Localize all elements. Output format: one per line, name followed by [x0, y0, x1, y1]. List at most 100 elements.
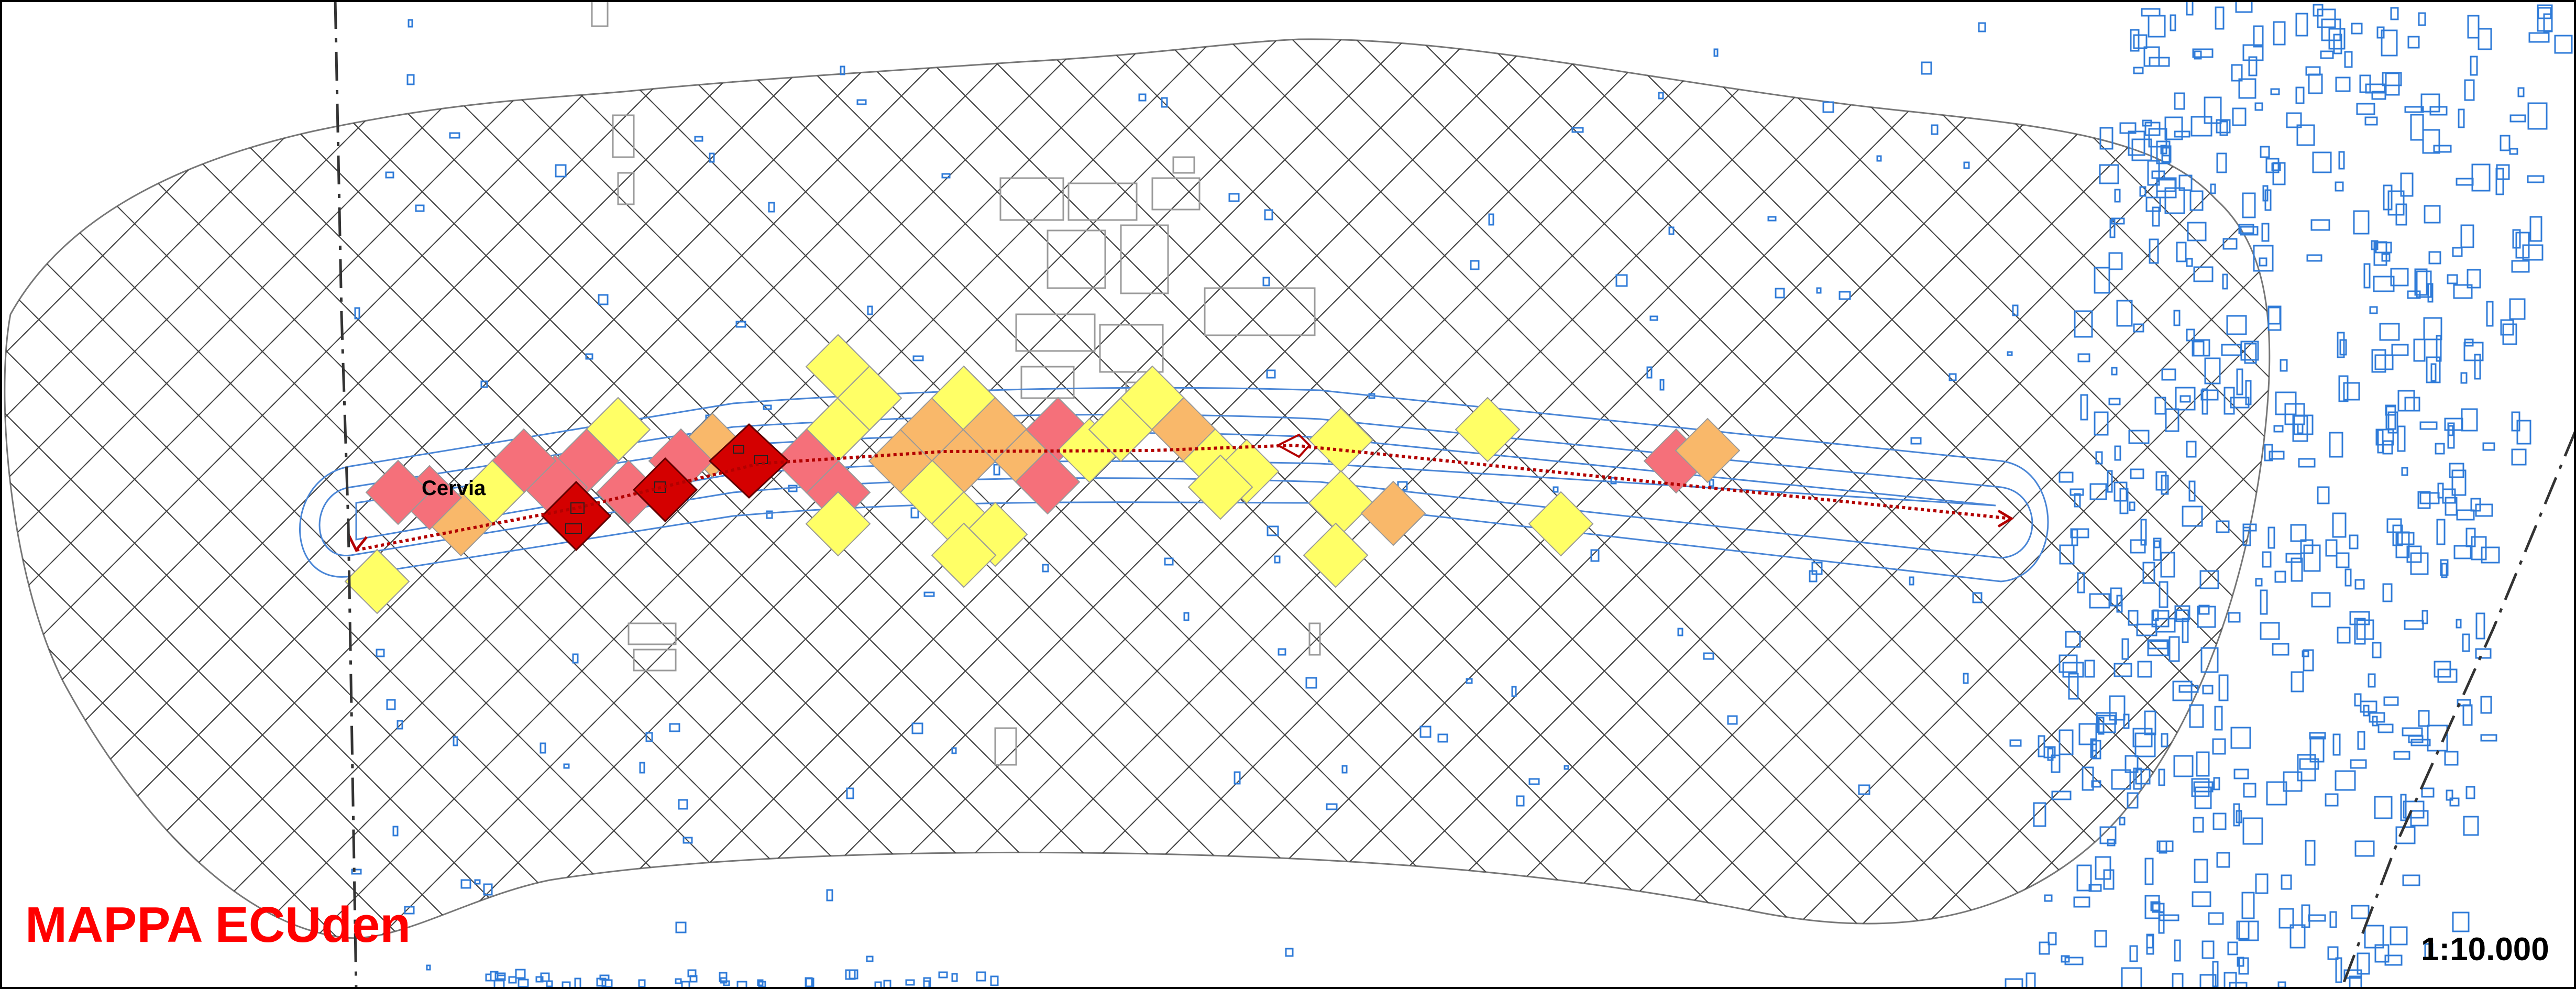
building: [1615, 274, 1628, 287]
building: [2317, 8, 2336, 28]
building: [2452, 247, 2463, 257]
building: [2236, 368, 2243, 395]
building: [2393, 751, 2410, 760]
building: [2231, 64, 2243, 82]
building: [2448, 425, 2454, 436]
building: [1822, 101, 1834, 113]
building: [1262, 277, 1270, 287]
building: [2359, 74, 2371, 93]
density-cell: [1308, 407, 1374, 473]
density-cell: [1455, 397, 1521, 463]
building: [2173, 310, 2181, 326]
building: [2110, 587, 2122, 607]
building: [2344, 568, 2352, 587]
building: [2470, 498, 2481, 512]
building: [2090, 738, 2097, 759]
building: [2299, 758, 2319, 770]
building: [2460, 372, 2468, 384]
building: [1161, 97, 1168, 108]
building: [2114, 445, 2121, 461]
building: [2500, 135, 2511, 151]
building: [2343, 969, 2362, 979]
building: [598, 294, 609, 305]
building: [2196, 751, 2210, 777]
building: [2374, 796, 2393, 819]
building: [1816, 287, 1822, 294]
building: [1839, 291, 1851, 300]
building: [2142, 119, 2152, 127]
building: [2099, 164, 2119, 184]
building: [2255, 873, 2269, 894]
building: [2272, 162, 2286, 185]
building: [1775, 288, 1785, 299]
building: [2121, 638, 2129, 660]
building: [2286, 112, 2302, 128]
building: [2242, 192, 2256, 218]
building: [2244, 343, 2257, 364]
building: [2482, 442, 2495, 451]
density-cell: [1187, 454, 1253, 520]
building: [474, 879, 481, 885]
building: [1042, 564, 1049, 573]
building: [2391, 344, 2409, 356]
building: [2165, 408, 2179, 432]
building: [2099, 127, 2113, 150]
grid-line: [1061, 39, 2051, 938]
building: [2098, 717, 2105, 735]
building: [2200, 389, 2219, 401]
building: [2289, 924, 2306, 949]
building: [2108, 252, 2123, 270]
building: [2222, 238, 2238, 250]
building: [2471, 163, 2491, 192]
building: [719, 972, 728, 982]
building: [2423, 317, 2442, 340]
building: [2186, 441, 2197, 458]
building: [2267, 306, 2281, 325]
building: [2223, 387, 2235, 415]
building: [2381, 29, 2398, 57]
building: [1767, 216, 1777, 222]
grid-line: [4, 39, 197, 938]
building: [2204, 357, 2221, 384]
building: [923, 591, 935, 597]
building: [1571, 127, 1584, 133]
grid-line: [4, 39, 487, 938]
building: [2233, 803, 2240, 827]
building: [2297, 423, 2304, 434]
building: [2218, 674, 2229, 701]
building: [1164, 557, 1174, 566]
building: [2356, 103, 2375, 115]
building: [1931, 124, 1939, 135]
building: [2414, 268, 2428, 296]
study-area-boundary: [4, 38, 2271, 939]
building: [2170, 14, 2176, 31]
boundary-line-left: [334, 0, 358, 989]
building: [2146, 935, 2154, 949]
grid-line: [4, 39, 39, 938]
building: [2190, 116, 2212, 137]
grid-line: [677, 39, 1667, 938]
building: [2088, 884, 2102, 892]
grid-line: [1605, 39, 2270, 938]
building: [2212, 812, 2227, 830]
grid-line: [4, 39, 70, 938]
building: [2130, 468, 2144, 479]
building: [2160, 145, 2167, 155]
building: [2360, 700, 2377, 713]
building: [406, 74, 415, 85]
density-cell: [1675, 417, 1741, 483]
building: [2107, 470, 2113, 493]
building: [1183, 612, 1190, 621]
building: [2451, 469, 2467, 496]
grid-line: [2275, 0, 2576, 989]
building: [508, 976, 517, 984]
building: [1511, 686, 1517, 697]
building: [2465, 786, 2475, 799]
building: [2137, 661, 2152, 678]
building: [2255, 578, 2263, 587]
building: [562, 981, 571, 989]
building: [2062, 662, 2084, 678]
